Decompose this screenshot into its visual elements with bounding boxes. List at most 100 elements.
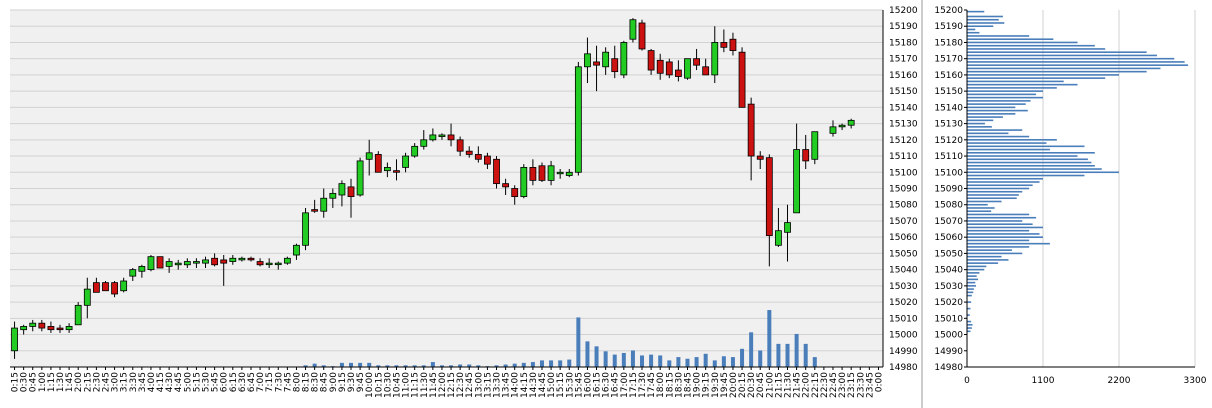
profile-bar — [967, 330, 971, 333]
time-tick-label: 1:45 — [65, 372, 75, 392]
profile-volume-tick-label: 1100 — [1032, 376, 1055, 386]
profile-price-tick-label: 15170 — [934, 55, 963, 65]
profile-volume-tick-label: 3300 — [1184, 376, 1207, 386]
candle-body — [165, 261, 173, 267]
time-axis: 0:15 0:30 0:45 1:00 1:15 1:30 1:45 2:00 2:15 2:30… — [11, 367, 884, 398]
candle-body — [502, 183, 510, 188]
candle-body — [420, 139, 428, 147]
time-tick-label: 13:15 — [483, 372, 493, 398]
time-tick-label: 16:45 — [611, 372, 621, 398]
time-tick-label: 11:30 — [420, 372, 430, 398]
time-tick-label: 17:15 — [629, 372, 639, 398]
profile-bar — [967, 93, 1037, 96]
time-tick-label: 15:45 — [574, 372, 584, 398]
volume-bar — [512, 363, 517, 367]
time-tick-label: 18:45 — [683, 372, 693, 398]
time-tick-label: 23:30 — [856, 372, 866, 398]
time-tick-label: 20:15 — [738, 372, 748, 398]
profile-bar — [967, 223, 1033, 225]
time-tick-label: 23:15 — [847, 372, 857, 398]
volume-bar — [467, 364, 472, 367]
profile-bar — [967, 103, 1026, 105]
time-tick-label: 21:30 — [784, 372, 794, 398]
profile-bar — [967, 194, 1019, 196]
profile-bar — [967, 278, 979, 281]
candle-body — [584, 53, 591, 68]
profile-bar — [967, 83, 1078, 86]
volume-bar — [703, 353, 708, 367]
volume-bars — [303, 310, 817, 367]
profile-bar — [967, 259, 1009, 261]
candle-body — [283, 257, 291, 264]
profile-price-tick-label: 15130 — [934, 120, 963, 130]
profile-price-tick-label: 15050 — [934, 249, 963, 259]
volume-bar — [721, 356, 726, 367]
price-tick-label: 14980 — [889, 363, 918, 373]
profile-bar — [967, 74, 1119, 76]
candle-body — [720, 42, 728, 48]
time-tick-label: 14:00 — [511, 372, 521, 398]
volume-bar — [503, 364, 508, 367]
time-tick-label: 0:45 — [29, 372, 39, 392]
profile-price-tick-label: 15030 — [934, 282, 963, 292]
profile-price-tick-label: 15180 — [934, 38, 963, 48]
volume-bar — [812, 357, 817, 367]
time-tick-label: 8:00 — [292, 372, 302, 392]
candle-body — [202, 259, 209, 264]
candle-body — [775, 230, 782, 246]
time-tick-label: 19:30 — [711, 372, 721, 398]
profile-bar — [967, 51, 1147, 53]
price-tick-label: 15010 — [889, 314, 918, 324]
volume-bar — [558, 360, 563, 367]
time-tick-label: 14:45 — [538, 372, 548, 398]
price-tick-label: 15110 — [889, 152, 918, 162]
profile-bar — [967, 291, 974, 294]
candle-body — [756, 155, 764, 160]
volume-profile-bars — [967, 10, 1189, 333]
time-tick-label: 19:15 — [702, 372, 712, 398]
time-tick-label: 23:45 — [865, 372, 875, 398]
profile-bar — [967, 324, 973, 326]
profile-price-tick-label: 15160 — [934, 71, 963, 81]
time-tick-label: 6:45 — [247, 372, 257, 392]
candle-body — [129, 269, 137, 277]
volume-bar — [412, 365, 417, 367]
time-tick-label: 14:30 — [529, 372, 539, 398]
candle-body — [47, 326, 55, 331]
time-tick-label: 9:15 — [338, 372, 348, 392]
volume-bar — [794, 333, 799, 367]
candle-body — [565, 171, 573, 176]
price-tick-label: 15040 — [889, 266, 918, 276]
time-tick-label: 4:00 — [147, 372, 157, 392]
volume-bar — [321, 365, 326, 367]
time-tick-label: 15:00 — [547, 372, 557, 398]
profile-bar — [967, 15, 1003, 18]
candle-body — [38, 322, 46, 329]
volume-bar — [458, 364, 463, 367]
profile-bar — [967, 262, 999, 264]
profile-price-tick-label: 15200 — [934, 6, 963, 16]
candle-body — [120, 280, 128, 292]
time-tick-label: 15:15 — [556, 372, 566, 398]
candle-body — [484, 155, 491, 165]
time-tick-label: 21:15 — [774, 372, 784, 398]
price-tick-label: 15150 — [889, 87, 918, 97]
price-tick-label: 15190 — [889, 22, 918, 32]
profile-bar — [967, 213, 1030, 216]
candle-body — [684, 58, 691, 79]
volume-bar — [685, 358, 690, 367]
profile-bar — [967, 61, 1185, 63]
profile-bar — [967, 100, 1031, 102]
profile-price-tick-label: 15100 — [934, 168, 963, 178]
candle-body — [593, 61, 600, 66]
volume-bar — [730, 357, 735, 367]
profile-bar — [967, 96, 1043, 99]
profile-bar — [967, 164, 1095, 167]
profile-bar — [967, 210, 992, 213]
volume-bar — [630, 350, 635, 367]
profile-bar — [967, 80, 1064, 83]
time-tick-label: 5:00 — [183, 372, 193, 392]
volume-bar — [667, 360, 672, 367]
